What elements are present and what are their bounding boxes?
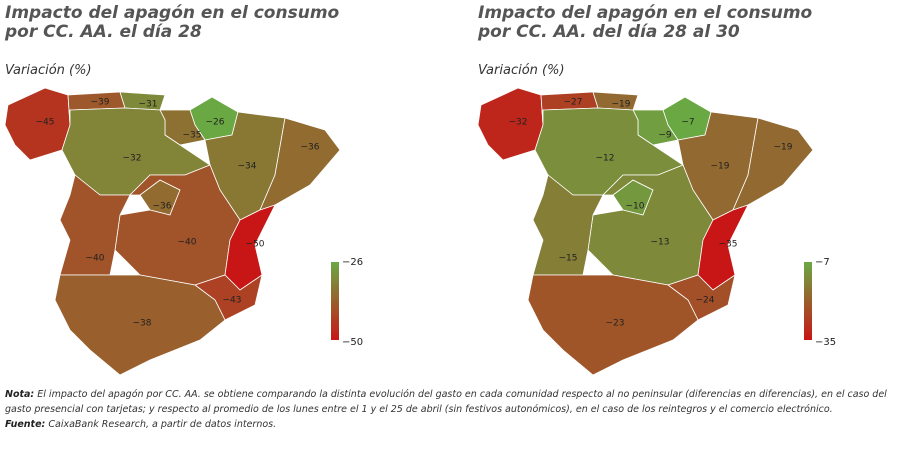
region-label: −40 xyxy=(86,254,105,264)
region xyxy=(259,117,341,211)
region-label: −15 xyxy=(559,254,578,264)
region-label: −26 xyxy=(206,118,225,128)
source-label: Fuente: xyxy=(5,419,46,430)
region-label: −19 xyxy=(774,143,793,153)
legend-bar xyxy=(331,262,339,340)
region-label: −7 xyxy=(681,118,694,128)
map-title: Impacto del apagón en el consumo xyxy=(478,3,813,23)
region-label: −32 xyxy=(509,118,528,128)
region-label: −12 xyxy=(596,154,615,164)
region-label: −19 xyxy=(711,162,730,172)
note-text: El impacto del apagón por CC. AA. se obt… xyxy=(5,389,887,415)
region-label: −43 xyxy=(223,296,242,306)
region xyxy=(732,117,814,211)
region-label: −31 xyxy=(139,100,158,110)
region-label: −35 xyxy=(719,240,738,250)
region-label: −32 xyxy=(123,154,142,164)
region xyxy=(114,164,241,286)
region xyxy=(54,274,226,376)
region-label: −19 xyxy=(612,100,631,110)
source-text: CaixaBank Research, a partir de datos in… xyxy=(48,419,277,430)
legend-label: −26 xyxy=(342,257,363,268)
region-label: −39 xyxy=(91,98,110,108)
region-label: −38 xyxy=(133,319,152,329)
region-label: −36 xyxy=(301,143,320,153)
region-label: −35 xyxy=(183,131,202,141)
region-label: −36 xyxy=(153,202,172,212)
region xyxy=(587,164,714,286)
region-label: −23 xyxy=(606,319,625,329)
region-label: −40 xyxy=(178,238,197,248)
map-subtitle: Variación (%) xyxy=(5,63,92,78)
map-title: Impacto del apagón en el consumo xyxy=(5,3,340,23)
region-label: −27 xyxy=(564,98,583,108)
region-label: −45 xyxy=(36,118,55,128)
source: Fuente: CaixaBank Research, a partir de … xyxy=(5,417,895,432)
region-label: −10 xyxy=(626,202,645,212)
map-title: por CC. AA. el día 28 xyxy=(4,22,202,42)
legend-label: −35 xyxy=(815,337,836,348)
notes: Nota: El impacto del apagón por CC. AA. … xyxy=(5,387,895,432)
region-label: −13 xyxy=(651,238,670,248)
legend-bar xyxy=(804,262,812,340)
region-label: −9 xyxy=(658,131,672,141)
region-label: −50 xyxy=(246,240,265,250)
map-subtitle: Variación (%) xyxy=(478,63,565,78)
region-label: −24 xyxy=(696,296,715,306)
legend-label: −7 xyxy=(815,257,830,268)
legend-label: −50 xyxy=(342,337,363,348)
region xyxy=(527,274,699,376)
region-label: −34 xyxy=(238,162,257,172)
note: Nota: El impacto del apagón por CC. AA. … xyxy=(5,387,895,417)
map-title: por CC. AA. del día 28 al 30 xyxy=(477,22,740,42)
note-label: Nota: xyxy=(5,389,35,400)
